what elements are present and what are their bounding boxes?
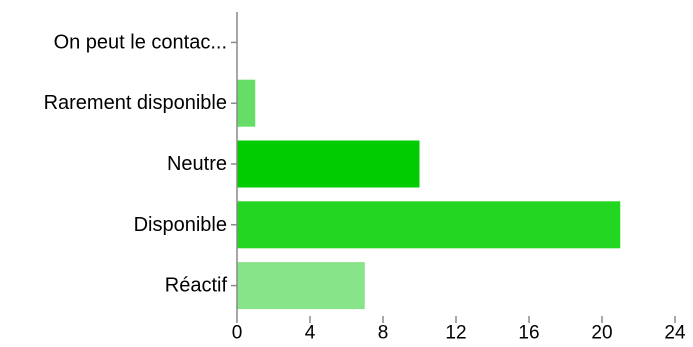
bar [237, 140, 420, 188]
category-label: Réactif [165, 275, 228, 297]
category-label: On peut le contac... [54, 31, 227, 53]
bars-group [237, 79, 621, 310]
x-tick-label: 4 [305, 323, 316, 344]
x-tick-label: 0 [232, 323, 243, 344]
x-tick-label: 8 [378, 323, 389, 344]
x-tick-label: 24 [664, 323, 686, 344]
x-tick-label: 12 [445, 323, 466, 344]
category-label: Disponible [134, 214, 227, 236]
category-label: Neutre [167, 153, 227, 175]
bar [237, 79, 256, 127]
y-axis-ticks [231, 41, 237, 287]
x-tick-labels: 0 4 8 12 16 20 24 [232, 323, 686, 344]
x-tick-label: 20 [591, 323, 612, 344]
x-axis-ticks [236, 316, 676, 323]
bar [237, 201, 621, 249]
category-labels: On peut le contac... Rarement disponible N… [44, 31, 228, 296]
bar [237, 262, 365, 310]
x-tick-label: 16 [518, 323, 539, 344]
category-label: Rarement disponible [44, 92, 227, 114]
